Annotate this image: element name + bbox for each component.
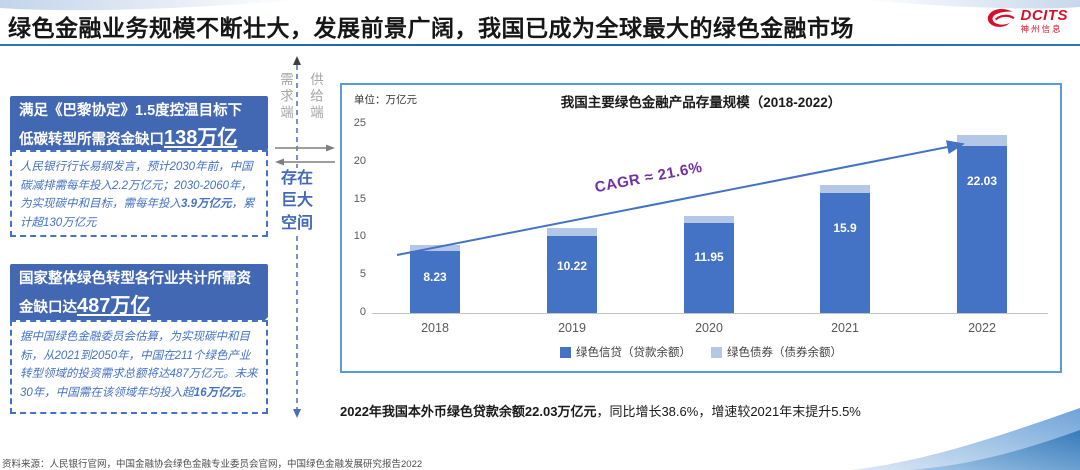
x-axis-line [372,313,1048,314]
bond-legend-label: 绿色债券（债券余额） [727,347,842,359]
exchange-arrows-icon [275,144,335,166]
footnote-bold-text: 2022年我国本外币绿色贷款余额22.03万亿元 [340,404,597,419]
y-tick-label: 5 [359,268,366,281]
card2-highlight-number: 487万亿 [77,294,151,317]
chart-footnote: 2022年我国本外币绿色贷款余额22.03万亿元，同比增长38.6%，增速较20… [340,401,861,420]
funding-gap-card-2-body: 据中国绿色金融委员会估算，为实现碳中和目标，从2021到2050年，中国在211… [10,320,268,414]
card1-body-text-2: ，累计超130万亿元 [20,198,255,229]
card2-body-text-2: 。 [241,386,253,399]
card1-heading-line1: 满足《巴黎协定》1.5度控温目标下 [19,103,243,119]
bar-value-label: 10.22 [556,259,588,273]
credit-bar-segment: 8.23 [410,251,460,313]
credit-legend-swatch [560,346,571,358]
credit-bar-segment: 15.9 [820,193,870,313]
x-axis-label: 2019 [558,321,586,335]
bar-2022: 22.03 [957,135,1007,313]
y-tick-label: 10 [353,230,366,243]
bond-legend-swatch [711,346,722,358]
credit-bar-segment: 22.03 [957,146,1007,313]
card2-body-text: 据中国绿色金融委员会估算，为实现碳中和目标，从2021到2050年，中国在211… [20,331,258,399]
y-tick-label: 20 [353,154,366,167]
chart-legend: 绿色信贷（贷款余额） 绿色债券（债券余额） [342,344,1060,360]
chart-unit-label: 单位：万亿元 [354,94,417,106]
y-tick-label: 15 [353,192,366,205]
x-axis-label: 2020 [695,321,723,335]
supply-side-label: 供给端 [308,72,323,122]
card1-heading-line2: 低碳转型所需资金缺口 [19,131,164,148]
bond-bar-segment [957,135,1007,146]
funding-gap-card-1-body: 人民银行行长易纲发言，预计2030年前，中国碳减排需每年投入2.2万亿元；203… [10,150,268,237]
card1-highlight-number: 138万亿 [164,126,238,149]
card1-body-bold: 3.9万亿元 [181,198,232,211]
bar-value-label: 8.23 [423,270,447,284]
bottom-right-swoosh-decoration [850,408,1080,470]
bar-series-area: 8.23 10.22 11.95 15.9 22.03 [342,85,1060,313]
bond-bar-segment [547,228,597,236]
footnote-regular-text: ，同比增长38.6%，增速较2021年末提升5.5% [596,404,861,419]
bond-bar-segment [820,185,870,193]
legend-item-bond: 绿色债券（债券余额） [711,344,842,360]
bar-2018: 8.23 [410,245,460,313]
x-axis-label: 2021 [831,321,859,335]
x-axis-label: 2022 [968,321,996,335]
bar-2021: 15.9 [820,185,870,313]
bond-bar-segment [684,216,734,223]
x-axis-label: 2018 [421,321,449,335]
source-attribution: 资料来源：人民银行官网，中国金融协会绿色金融专业委员会官网，中国绿色金融发展研究… [2,458,423,470]
bar-2020: 11.95 [684,216,734,313]
card1-body-text: 人民银行行长易纲发言，预计2030年前，中国碳减排需每年投入2.2万亿元；203… [20,161,253,211]
demand-side-label: 需求端 [278,72,293,122]
dcits-logo: DCITS 神州信息 [985,7,1069,34]
huge-space-label: 存在巨大空间 [279,168,315,236]
header-divider-line [0,44,1080,46]
credit-bar-segment: 10.22 [547,236,597,313]
page-title: 绿色金融业务规模不断壮大，发展前景广阔，我国已成为全球最大的绿色金融市场 [8,15,854,41]
card2-body-bold: 16万亿元 [193,386,242,399]
logo-subtitle-text: 神州信息 [1020,23,1063,34]
bar-value-label: 15.9 [833,221,857,235]
credit-bar-segment: 11.95 [684,223,734,313]
y-tick-label: 25 [353,117,366,129]
green-finance-chart-panel: 单位：万亿元 我国主要绿色金融产品存量规模（2018-2022） 0 5 10 15 2… [340,83,1062,373]
bar-value-label: 22.03 [966,174,998,188]
chart-title: 我国主要绿色金融产品存量规模（2018-2022） [560,95,842,110]
card2-heading-text: 国家整体绿色转型各行业共计所需资金缺口达 [19,271,251,316]
y-tick-label: 0 [359,306,366,318]
bar-2019: 10.22 [547,228,597,313]
dcits-swoosh-icon [987,8,1015,27]
credit-legend-label: 绿色信贷（贷款余额） [576,347,691,359]
funding-gap-card-2-heading: 国家整体绿色转型各行业共计所需资金缺口达487万亿 [10,264,269,329]
logo-brand-text: DCITS [1020,6,1068,24]
legend-item-credit: 绿色信贷（贷款余额） [560,344,691,360]
bar-value-label: 11.95 [694,250,724,264]
